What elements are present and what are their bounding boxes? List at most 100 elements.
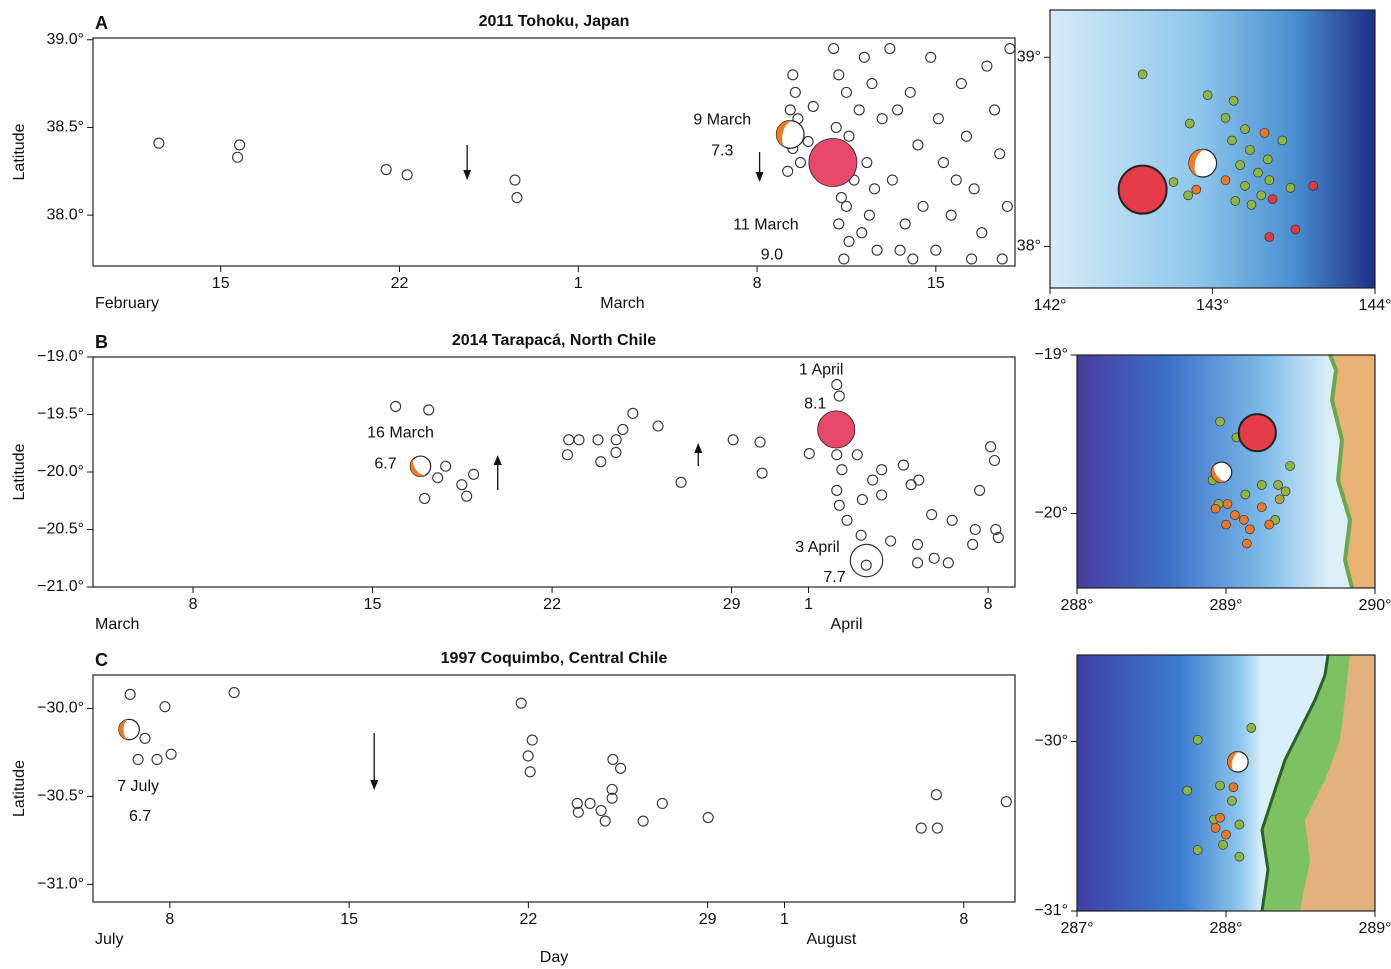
earthquake	[877, 114, 887, 124]
earthquake	[1263, 155, 1272, 164]
earthquake	[1239, 515, 1248, 524]
y-tick-label: 38°	[1017, 238, 1041, 255]
x-tick-label: 142°	[1033, 297, 1066, 314]
earthquake	[728, 435, 738, 445]
earthquake	[968, 539, 978, 549]
earthquake	[420, 493, 430, 503]
earthquake	[931, 245, 941, 255]
earthquake	[229, 688, 239, 698]
earthquake	[1236, 161, 1245, 170]
earthquake	[857, 228, 867, 238]
earthquake	[931, 790, 941, 800]
earthquake	[834, 219, 844, 229]
earthquake	[1241, 125, 1250, 134]
earthquake	[564, 435, 574, 445]
chart-title: 2011 Tohoku, Japan	[479, 13, 630, 30]
earthquake	[1227, 796, 1236, 805]
event-magnitude: 9.0	[761, 247, 783, 264]
y-tick-label: −19°	[1034, 346, 1068, 363]
earthquake	[908, 254, 918, 264]
earthquake	[989, 456, 999, 466]
earthquake	[893, 105, 903, 115]
earthquake	[834, 70, 844, 80]
earthquake	[956, 79, 966, 89]
earthquake	[834, 500, 844, 510]
x-axis-label: Day	[540, 949, 568, 966]
earthquake	[905, 87, 915, 97]
earthquake	[133, 754, 143, 764]
earthquake	[1281, 487, 1290, 496]
earthquake	[1185, 119, 1194, 128]
event-date: 3 April	[795, 539, 839, 556]
earthquake	[861, 560, 871, 570]
earthquake	[927, 510, 937, 520]
earthquake	[808, 101, 818, 111]
earthquake	[1231, 197, 1240, 206]
x-tick-label: 15	[364, 596, 382, 613]
panel-label: B	[95, 332, 108, 352]
earthquake	[788, 70, 798, 80]
earthquake	[885, 44, 895, 54]
earthquake	[946, 210, 956, 220]
event-date: 16 March	[367, 424, 434, 441]
earthquake	[527, 735, 537, 745]
earthquake	[870, 184, 880, 194]
earthquake	[1229, 96, 1238, 105]
plot-area	[119, 688, 1011, 833]
earthquake	[857, 495, 867, 505]
earthquake	[1268, 195, 1277, 204]
earthquake	[1286, 183, 1295, 192]
earthquake	[441, 461, 451, 471]
arrow-head	[494, 455, 502, 465]
panel-label: C	[95, 650, 108, 670]
arrow-head	[756, 172, 764, 182]
earthquake	[951, 175, 961, 185]
earthquake	[1222, 520, 1231, 529]
y-tick-label: −30.5°	[37, 788, 84, 805]
earthquake	[152, 754, 162, 764]
y-tick-label: −20°	[1034, 505, 1068, 522]
earthquake	[877, 490, 887, 500]
earthquake	[1229, 783, 1238, 792]
chart-title: 2014 Tarapacá, North Chile	[452, 332, 656, 349]
earthquake	[1193, 735, 1202, 744]
earthquake	[512, 193, 522, 203]
earthquake	[795, 158, 805, 168]
earthquake	[932, 823, 942, 833]
earthquake	[1230, 511, 1239, 520]
earthquake	[783, 166, 793, 176]
y-tick-label: −19.0°	[37, 348, 84, 365]
earthquake	[616, 763, 626, 773]
earthquake	[593, 435, 603, 445]
month-label: February	[95, 295, 159, 312]
x-tick-label: 8	[189, 596, 198, 613]
earthquake	[877, 465, 887, 475]
earthquake	[433, 473, 443, 483]
plot-area	[154, 44, 1015, 264]
earthquake	[790, 87, 800, 97]
earthquake	[618, 424, 628, 434]
earthquake	[785, 105, 795, 115]
earthquake	[872, 245, 882, 255]
earthquake	[868, 475, 878, 485]
earthquake	[1257, 191, 1266, 200]
plot-area	[391, 380, 1004, 577]
mainshock	[1119, 166, 1167, 214]
mainshock	[818, 411, 855, 448]
x-tick-label: 287°	[1060, 920, 1093, 937]
earthquake	[676, 477, 686, 487]
month-label: April	[831, 616, 863, 633]
y-tick-label: 38.5°	[46, 119, 84, 136]
earthquake	[906, 480, 916, 490]
plot-frame	[93, 675, 1015, 902]
y-tick-label: −31°	[1034, 902, 1068, 919]
mainshock	[809, 139, 857, 187]
earthquake	[841, 201, 851, 211]
earthquake	[1216, 417, 1225, 426]
month-label: March	[95, 616, 139, 633]
earthquake	[1286, 461, 1295, 470]
x-tick-label: 22	[543, 596, 561, 613]
earthquake	[1278, 136, 1287, 145]
earthquake	[596, 805, 606, 815]
earthquake	[867, 79, 877, 89]
